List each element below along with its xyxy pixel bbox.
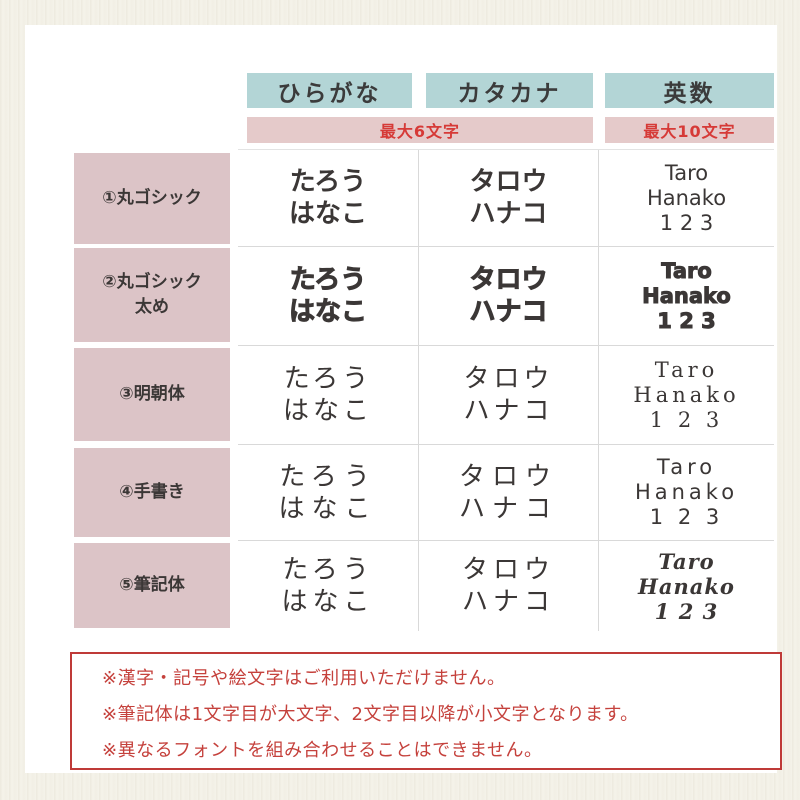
sample-line: Hanako bbox=[642, 283, 732, 308]
row-label-maru-gothic: ①丸ゴシック bbox=[74, 153, 230, 244]
note-no-mixing-fonts: ※異なるフォントを組み合わせることはできません。 bbox=[102, 740, 543, 761]
sample-hiragana-mincho: たろう はなこ bbox=[238, 346, 419, 445]
sample-line: はなこ bbox=[288, 297, 367, 328]
sample-line: タロウ bbox=[469, 265, 548, 296]
sample-line: Taro bbox=[664, 160, 709, 185]
sample-line: タロウ bbox=[469, 167, 548, 197]
column-header-hiragana: ひらがな bbox=[247, 73, 412, 108]
sample-line: タロウ bbox=[463, 364, 554, 394]
sample-eisu-maru-gothic: Taro Hanako 1 2 3 bbox=[599, 150, 774, 247]
sample-line: たろう bbox=[282, 555, 374, 585]
sample-eisu-tegaki: Taro Hanako 1 2 3 bbox=[599, 445, 774, 541]
sample-line: 1 2 3 bbox=[649, 505, 724, 529]
note-cursive-case: ※筆記体は1文字目が大文字、2文字目以降が小文字となります。 bbox=[102, 704, 639, 725]
sample-hiragana-tegaki: たろう はなこ bbox=[238, 445, 419, 541]
sample-line: ハナコ bbox=[469, 199, 548, 229]
sample-line: ハナコ bbox=[458, 493, 558, 524]
sample-eisu-mincho: Taro Hanako 1 2 3 bbox=[599, 346, 774, 445]
content-panel: ひらがな カタカナ 英数 最大6文字 最大10文字 ①丸ゴシック ②丸ゴシック … bbox=[25, 25, 782, 773]
sample-line: 1 2 3 bbox=[654, 598, 719, 624]
sample-line: 1 2 3 bbox=[659, 210, 714, 235]
sample-line: はなこ bbox=[288, 199, 367, 229]
sample-hiragana-maru-gothic-bold: たろう はなこ bbox=[238, 247, 419, 346]
sample-line: ハナコ bbox=[461, 587, 555, 617]
sample-line: 1 2 3 bbox=[657, 308, 716, 333]
sample-katakana-tegaki: タロウ ハナコ bbox=[419, 445, 599, 541]
row-label-maru-gothic-bold: ②丸ゴシック 太め bbox=[74, 248, 230, 342]
sample-line: タロウ bbox=[461, 555, 555, 585]
sample-eisu-hikkitai: Taro Hanako 1 2 3 bbox=[599, 541, 774, 631]
sample-hiragana-maru-gothic: たろう はなこ bbox=[238, 150, 419, 247]
row-label-mincho: ③明朝体 bbox=[74, 348, 230, 441]
sample-line: ハナコ bbox=[463, 396, 554, 426]
sample-katakana-mincho: タロウ ハナコ bbox=[419, 346, 599, 445]
sample-line: Hanako bbox=[638, 573, 735, 599]
sample-line: たろう bbox=[289, 265, 367, 296]
char-limit-eisu: 最大10文字 bbox=[605, 117, 774, 143]
notes-box: ※漢字・記号や絵文字はご利用いただけません。 ※筆記体は1文字目が大文字、2文字… bbox=[70, 652, 782, 770]
sample-line: はなこ bbox=[281, 587, 375, 617]
sample-line: タロウ bbox=[458, 461, 558, 492]
sample-line: はなこ bbox=[282, 396, 373, 426]
sample-line: ハナコ bbox=[469, 297, 548, 328]
sample-line: Taro bbox=[658, 548, 715, 574]
char-limit-kana: 最大6文字 bbox=[247, 117, 593, 143]
sample-line: Taro bbox=[654, 357, 719, 382]
sample-line: Hanako bbox=[646, 185, 727, 210]
row-label-tegaki: ④手書き bbox=[74, 448, 230, 537]
sample-grid: たろう はなこ タロウ ハナコ Taro Hanako 1 2 3 たろう はな… bbox=[238, 149, 774, 631]
sample-line: 1 2 3 bbox=[649, 407, 724, 432]
sample-katakana-hikkitai: タロウ ハナコ bbox=[419, 541, 599, 631]
sample-line: はなこ bbox=[278, 493, 378, 524]
sample-eisu-maru-gothic-bold: Taro Hanako 1 2 3 bbox=[599, 247, 774, 346]
sample-line: たろう bbox=[283, 364, 373, 394]
sample-hiragana-hikkitai: たろう はなこ bbox=[238, 541, 419, 631]
note-no-kanji: ※漢字・記号や絵文字はご利用いただけません。 bbox=[102, 668, 506, 689]
sample-katakana-maru-gothic-bold: タロウ ハナコ bbox=[419, 247, 599, 346]
sample-katakana-maru-gothic: タロウ ハナコ bbox=[419, 150, 599, 247]
sample-line: たろう bbox=[289, 167, 367, 197]
sample-line: Taro bbox=[661, 258, 713, 283]
column-header-katakana: カタカナ bbox=[426, 73, 593, 108]
sample-line: Taro bbox=[656, 455, 717, 479]
sample-line: Hanako bbox=[634, 480, 739, 504]
sample-line: Hanako bbox=[633, 382, 740, 407]
row-label-hikkitai: ⑤筆記体 bbox=[74, 543, 230, 628]
sample-line: たろう bbox=[279, 461, 377, 492]
column-header-eisu: 英数 bbox=[605, 73, 774, 108]
